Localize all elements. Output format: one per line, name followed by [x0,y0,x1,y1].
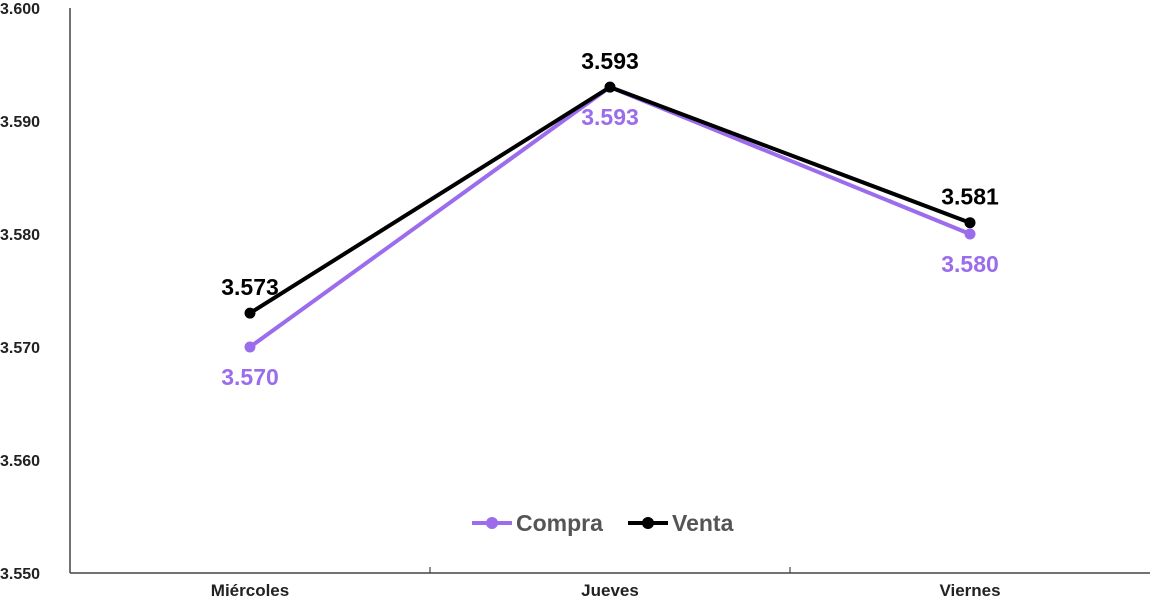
legend-label-venta: Venta [672,510,734,536]
data-label-compra: 3.580 [941,251,999,277]
y-tick-labels: 3.550 3.560 3.570 3.580 3.590 3.600 [0,1,40,583]
legend-marker-venta [642,517,654,529]
data-label-venta: 3.581 [941,184,999,210]
data-point-compra [244,341,256,353]
data-label-venta: 3.573 [221,274,279,300]
data-label-compra: 3.570 [221,364,279,390]
x-tick-label: Miércoles [211,581,289,600]
data-point-venta [964,217,976,229]
data-point-compra [964,228,976,240]
y-tick-label: 3.590 [0,114,40,131]
y-tick-label: 3.560 [0,453,40,470]
y-tick-label: 3.580 [0,227,40,244]
data-label-compra: 3.593 [581,104,639,130]
data-point-venta [244,307,256,319]
y-tick-label: 3.550 [0,566,40,583]
x-tick-label: Viernes [939,581,1000,600]
series [244,81,976,353]
legend-marker-compra [486,517,498,529]
y-tick-label: 3.570 [0,340,40,357]
legend: Compra Venta [472,510,734,536]
axes [69,8,1150,574]
x-tick-labels: Miércoles Jueves Viernes [211,567,1001,600]
data-label-venta: 3.593 [581,48,639,74]
data-point-venta [604,81,616,93]
y-tick-label: 3.600 [0,1,40,18]
legend-label-compra: Compra [516,510,603,536]
data-labels: 3.570 3.593 3.580 3.573 3.593 3.581 [221,48,999,390]
x-tick-label: Jueves [581,581,639,600]
